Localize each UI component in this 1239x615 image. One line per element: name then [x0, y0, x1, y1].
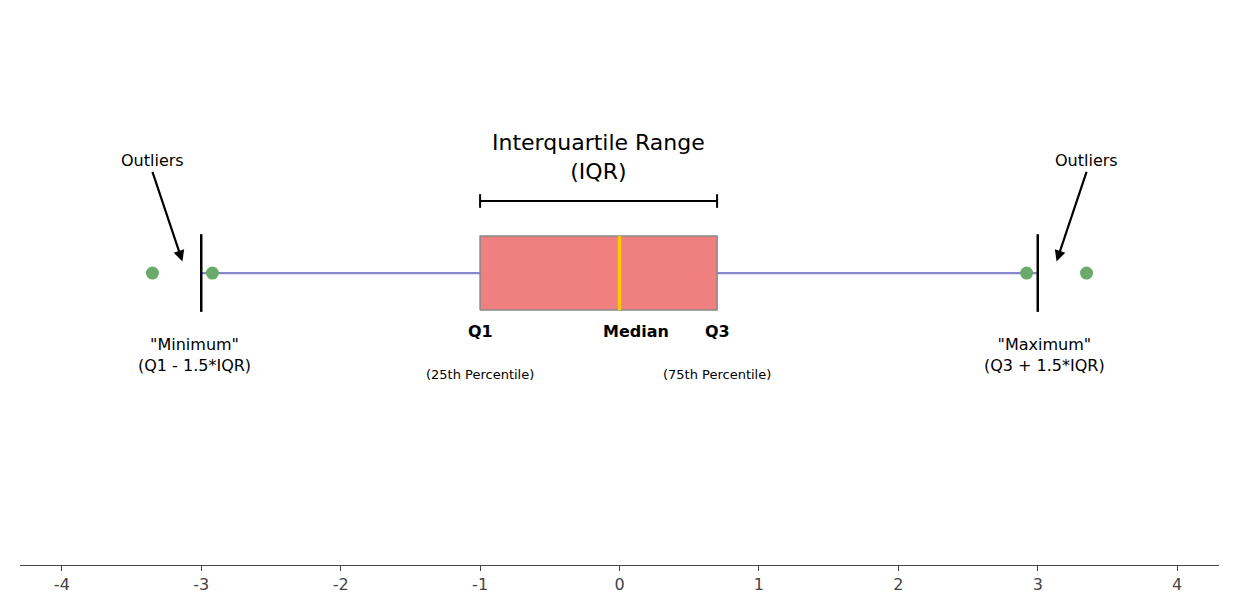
- svg-text:Q1: Q1: [468, 322, 493, 341]
- svg-text:3: 3: [1033, 575, 1043, 594]
- svg-text:-1: -1: [472, 575, 488, 594]
- svg-text:1: 1: [754, 575, 764, 594]
- svg-text:2: 2: [893, 575, 903, 594]
- svg-text:(75th Percentile): (75th Percentile): [663, 367, 771, 382]
- svg-text:Interquartile Range(IQR): Interquartile Range(IQR): [492, 130, 705, 184]
- svg-text:4: 4: [1172, 575, 1182, 594]
- svg-text:0: 0: [614, 575, 624, 594]
- svg-text:"Maximum"(Q3 + 1.5*IQR): "Maximum"(Q3 + 1.5*IQR): [984, 335, 1105, 375]
- svg-text:Q3: Q3: [705, 322, 730, 341]
- svg-text:(25th Percentile): (25th Percentile): [426, 367, 534, 382]
- svg-text:Median: Median: [603, 322, 669, 341]
- svg-text:Outliers: Outliers: [1055, 151, 1118, 170]
- svg-text:Outliers: Outliers: [121, 151, 184, 170]
- svg-text:"Minimum"(Q1 - 1.5*IQR): "Minimum"(Q1 - 1.5*IQR): [138, 335, 251, 375]
- svg-text:-2: -2: [333, 575, 349, 594]
- svg-text:-3: -3: [193, 575, 209, 594]
- svg-text:-4: -4: [54, 575, 70, 594]
